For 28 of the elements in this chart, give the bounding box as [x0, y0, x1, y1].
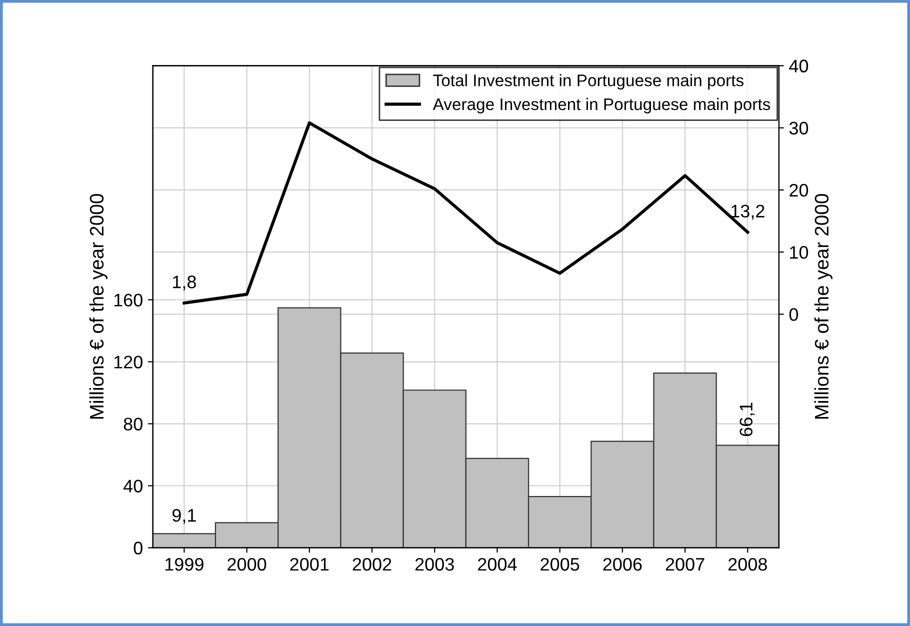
y2-tick-label: 40: [789, 60, 808, 72]
data-label: 1,8: [173, 276, 196, 290]
y2-tick-label: 20: [790, 184, 808, 197]
x-tick-label: 2005: [540, 558, 580, 571]
legend-label: Average Investment in Portuguese main ports: [432, 98, 770, 114]
y-axis-title: Millions € of the year 2000: [89, 194, 108, 419]
x-tick-label: 1999: [165, 558, 204, 571]
y2-tick-label: 0: [789, 308, 798, 321]
y-tick-label: 160: [114, 294, 142, 306]
y2-tick-label: 30: [789, 122, 808, 135]
x-tick-label: 2007: [666, 558, 704, 571]
y2-axis-title: Millions € of the year 2000: [814, 194, 832, 419]
y-tick-label: 80: [124, 418, 142, 430]
x-tick-label: 2006: [603, 558, 642, 571]
y2-tick-label: 10: [790, 246, 808, 259]
x-tick-label: 2004: [478, 558, 517, 571]
legend-label: Total Investment in Portuguese main ports: [433, 74, 744, 90]
data-label: 9,1: [172, 508, 196, 524]
x-tick-label: 2002: [352, 558, 392, 571]
y-tick-label: 40: [123, 480, 142, 492]
data-label: 13,2: [731, 204, 764, 220]
x-tick-label: 2008: [728, 558, 767, 571]
x-tick-label: 2000: [228, 558, 266, 571]
x-tick-label: 2001: [290, 558, 329, 571]
x-tick-label: 2003: [415, 558, 454, 571]
y-tick-label: 120: [114, 356, 142, 368]
data-label: 66,1: [740, 402, 755, 436]
y-tick-label: 0: [134, 542, 142, 554]
